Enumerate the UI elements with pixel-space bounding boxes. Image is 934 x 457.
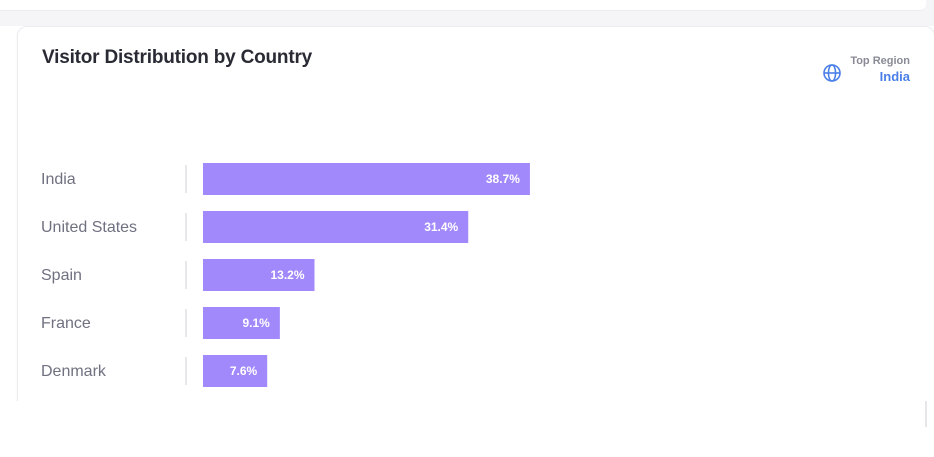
bar-france[interactable] bbox=[203, 307, 280, 339]
card-title: Visitor Distribution by Country bbox=[42, 47, 313, 68]
category-label: Denmark bbox=[41, 363, 107, 380]
visitor-distribution-card: Visitor Distribution by Country Top Regi… bbox=[17, 26, 934, 418]
bar-value-label: 7.6% bbox=[230, 364, 258, 378]
previous-card-edge bbox=[0, 0, 926, 11]
top-region-indicator: Top Region India bbox=[822, 53, 910, 85]
bar-spain[interactable] bbox=[203, 259, 315, 291]
top-region-text: Top Region India bbox=[850, 53, 910, 85]
category-label: United States bbox=[41, 219, 137, 236]
bottom-page-area bbox=[0, 401, 934, 457]
category-label: Spain bbox=[41, 267, 82, 284]
category-label: India bbox=[41, 171, 76, 188]
top-region-label: Top Region bbox=[850, 55, 910, 67]
scrollbar-edge[interactable] bbox=[925, 401, 927, 427]
bar-india[interactable] bbox=[203, 163, 530, 195]
bar-value-label: 38.7% bbox=[486, 172, 520, 186]
bar-denmark[interactable] bbox=[203, 355, 268, 387]
category-label: France bbox=[41, 315, 91, 332]
bar-value-label: 9.1% bbox=[243, 316, 271, 330]
globe-icon bbox=[823, 64, 842, 82]
bar-value-label: 31.4% bbox=[424, 220, 458, 234]
top-region-value: India bbox=[879, 69, 910, 84]
bar-value-label: 13.2% bbox=[270, 268, 304, 282]
bar-united-states[interactable] bbox=[203, 211, 469, 243]
